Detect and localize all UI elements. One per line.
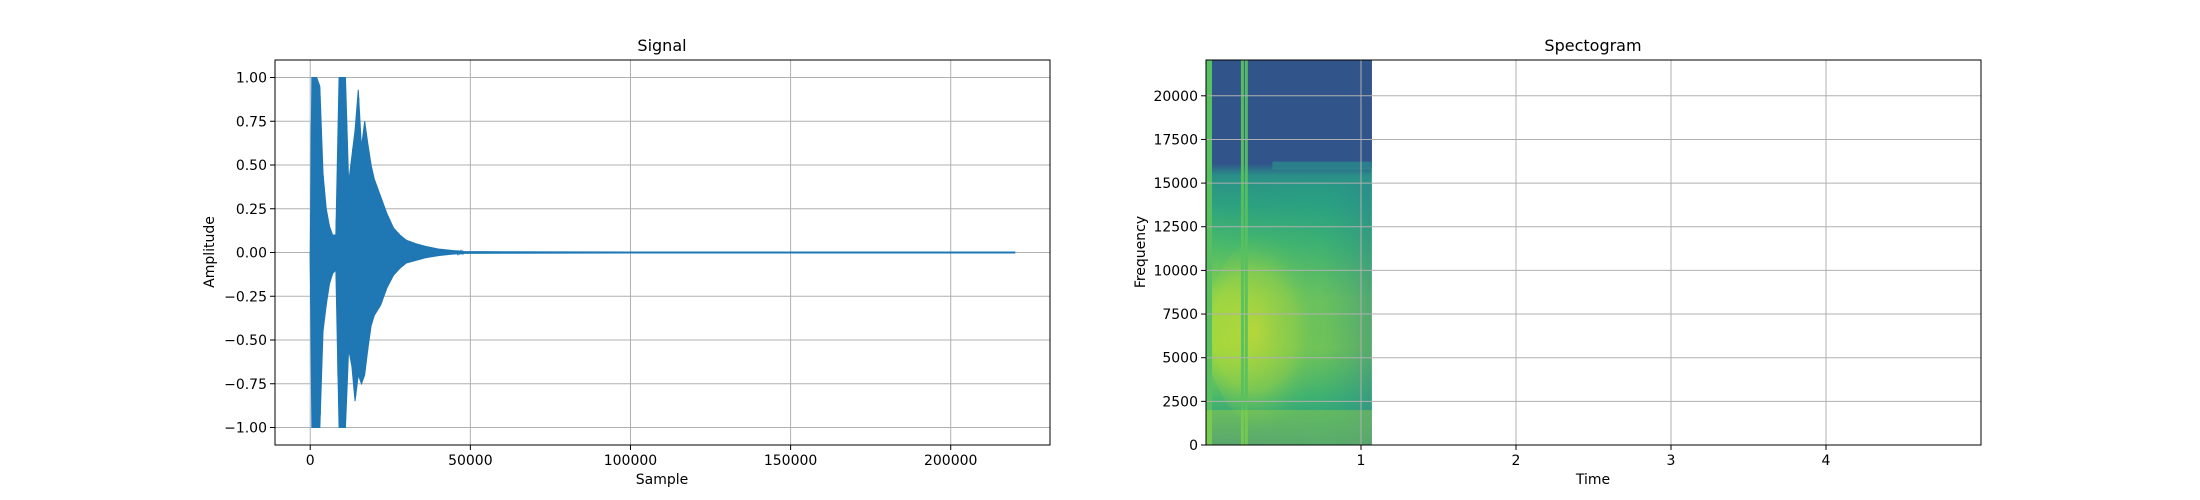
spectrogram-y-tick-label: 7500 <box>1162 307 1198 323</box>
spectrogram-edge-band <box>1272 161 1372 170</box>
spectrogram-grid <box>1206 60 1981 446</box>
signal-x-ticks: 0 50000 100000 150000 200000 <box>306 445 977 469</box>
spectrogram-y-tick-label: 2500 <box>1162 394 1198 410</box>
spectrogram-y-tick-label: 20000 <box>1153 89 1198 105</box>
signal-y-tick-label: −1.00 <box>224 421 267 437</box>
signal-y-tick-label: 0.75 <box>236 114 267 130</box>
signal-y-tick-label: −0.25 <box>224 289 267 305</box>
signal-x-tick-label: 200000 <box>924 453 977 469</box>
signal-x-tick-label: 150000 <box>764 453 817 469</box>
spectrogram-transient-line <box>1244 60 1248 445</box>
spectrogram-y-label: Frequency <box>1133 216 1149 288</box>
spectrogram-y-tick-label: 5000 <box>1162 351 1198 367</box>
signal-y-tick-label: 0.00 <box>236 246 267 262</box>
signal-y-tick-label: 0.50 <box>236 158 267 174</box>
spectrogram-onset-column <box>1206 60 1212 445</box>
spectrogram-chart: Spectogram <box>1133 36 1982 488</box>
spectrogram-x-tick-label: 2 <box>1512 453 1521 469</box>
signal-y-tick-label: 0.25 <box>236 202 267 218</box>
spectrogram-low-band <box>1206 410 1372 445</box>
signal-chart: Signal 0 50000 100000 150000 200000 −1.00 −0.… <box>202 36 1051 488</box>
signal-y-tick-label: −0.75 <box>224 377 267 393</box>
spectrogram-y-tick-label: 0 <box>1189 438 1198 454</box>
spectrogram-transient-line <box>1240 60 1244 445</box>
signal-x-label: Sample <box>636 472 689 488</box>
signal-y-ticks: −1.00 −0.75 −0.50 −0.25 0.00 0.25 0.50 0.75 1.00 <box>224 71 275 437</box>
signal-y-tick-label: −0.50 <box>224 333 267 349</box>
spectrogram-y-tick-label: 15000 <box>1153 176 1198 192</box>
spectrogram-y-tick-label: 10000 <box>1153 263 1198 279</box>
signal-x-tick-label: 0 <box>306 453 315 469</box>
spectrogram-x-tick-label: 4 <box>1822 453 1831 469</box>
signal-x-tick-label: 50000 <box>448 453 493 469</box>
spectrogram-x-ticks: 1 2 3 4 <box>1357 445 1831 469</box>
spectrogram-x-tick-label: 3 <box>1667 453 1676 469</box>
signal-oscillation-trace <box>309 77 1015 428</box>
spectrogram-x-tick-label: 1 <box>1357 453 1366 469</box>
spectrogram-title: Spectogram <box>1544 36 1641 55</box>
signal-y-label: Amplitude <box>202 216 218 288</box>
spectrogram-plot-frame <box>1205 59 1982 446</box>
signal-y-tick-label: 1.00 <box>236 71 267 87</box>
spectrogram-image <box>1206 60 1372 445</box>
signal-title: Signal <box>637 36 686 55</box>
spectrogram-dark-band <box>1272 60 1372 168</box>
spectrogram-y-ticks: 0 2500 5000 7500 10000 12500 15000 17500 20000 <box>1153 89 1206 454</box>
spectrogram-y-tick-label: 12500 <box>1153 220 1198 236</box>
spectrogram-x-label: Time <box>1575 472 1610 488</box>
signal-x-tick-label: 100000 <box>604 453 657 469</box>
spectrogram-y-tick-label: 17500 <box>1153 132 1198 148</box>
